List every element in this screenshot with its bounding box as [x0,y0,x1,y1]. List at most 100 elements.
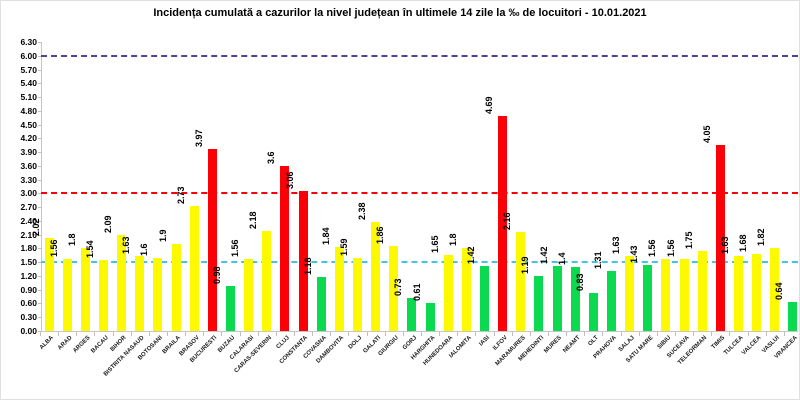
x-axis-tick-mark [112,332,114,336]
x-axis-label: BACAU [90,335,110,355]
bar-dolj [352,258,362,331]
y-axis-tick-mark [38,138,41,140]
x-axis-tick-mark [493,332,495,336]
bar-cluj [280,165,290,331]
bar-value-label: 1.56 [48,239,59,258]
x-axis-label: DOLJ [348,335,364,351]
bar-bucuresti [207,148,217,331]
bar-buzau [225,286,235,331]
x-axis-tick-mark [366,332,368,336]
x-axis-tick-mark [148,332,150,336]
reference-line-6 [41,54,798,57]
bar-mures [552,265,562,331]
bar-value-label: 0.83 [574,273,585,291]
y-axis-tick-label: 3.60 [20,160,37,171]
x-axis-tick-mark [693,332,695,336]
x-axis-tick-mark [511,332,513,336]
x-axis-tick-mark [783,332,785,336]
x-axis-tick-mark [257,332,259,336]
x-axis-tick-mark [602,332,604,336]
y-axis-tick-label: 4.20 [20,133,37,144]
x-axis-tick-mark [39,332,41,336]
chart-title: Incidența cumulată a cazurilor la nivel … [153,7,647,19]
x-axis-tick-mark [475,332,477,336]
bar-value-label: 1.19 [520,256,531,275]
y-axis-tick-label: 6.00 [20,50,37,61]
y-axis-tick-label: 1.50 [20,257,37,268]
y-axis-tick-label: 0.00 [20,326,37,336]
y-axis-tick-mark [38,289,41,291]
y-axis-tick-mark [38,165,41,167]
bar-value-label: 1.84 [320,227,331,245]
bar-suceava [679,259,689,331]
x-axis-tick-mark [566,332,568,336]
bar-value-label: 0.73 [393,277,404,296]
bar-valcea [752,253,762,331]
bar-giurgiu [389,245,399,331]
bar-salaj [625,256,635,331]
bar-value-label: 3.6 [266,151,277,164]
x-axis-tick-mark [293,332,295,336]
x-axis-tick-mark [584,332,586,336]
y-axis-tick-mark [38,331,41,332]
bar-olt [588,292,598,331]
bar-covasna [316,276,326,331]
y-axis-tick-label: 5.70 [20,64,37,75]
bar-value-label: 1.56 [647,239,658,258]
bar-value-label: 1.18 [302,257,313,275]
x-axis-tick-mark [529,332,531,336]
bar-prahova [607,270,617,331]
bar-harghita [425,303,435,331]
bar-vaslui [770,247,780,331]
bar-satu-mare [643,265,653,331]
bar-bihor [117,235,127,331]
x-axis-tick-mark [675,332,677,336]
y-axis-tick-mark [38,97,41,99]
y-axis-tick-label: 0.90 [20,284,37,295]
bar-value-label: 1.63 [611,236,622,255]
x-axis-tick-mark [185,332,187,336]
y-axis-tick-mark [38,110,41,112]
x-axis-label: TIMIS [711,335,727,351]
bar-brasov [189,205,199,331]
bar-value-label: 1.8 [66,233,77,247]
y-axis-tick-label: 5.10 [20,92,37,103]
bar-caras-severin [262,230,272,331]
y-axis-tick-label: 3.00 [20,188,37,199]
bar-value-label: 3.97 [193,129,204,147]
x-axis-tick-mark [166,332,168,336]
y-axis-tick-label: 0.30 [20,312,37,323]
bar-neamt [570,266,580,331]
y-axis-tick-mark [38,207,41,209]
x-axis-tick-mark [58,332,60,336]
x-axis-tick-mark [548,332,549,336]
y-axis-tick-mark [38,303,41,305]
x-axis-label: NEAMT [562,335,582,355]
bar-constanta [298,190,308,331]
bar-value-label: 4.05 [701,125,712,144]
reference-line-3 [41,192,798,195]
y-axis-tick-label: 0.60 [20,298,37,309]
bar-value-label: 1.8 [447,233,458,247]
bar-value-label: 2.02 [30,218,41,237]
bar-value-label: 1.82 [756,227,767,246]
y-axis-tick-label: 3.90 [20,147,37,158]
bar-hunedoara [443,255,453,331]
bar-value-label: 1.42 [538,246,549,264]
x-axis-tick-mark [711,332,713,336]
x-axis-tick-mark [94,332,96,336]
x-axis-label: MURES [543,335,564,355]
bar-value-label: 2.73 [175,186,186,204]
y-axis-tick-label: 1.80 [20,243,37,254]
bar-value-label: 0.64 [774,282,785,300]
y-axis-tick-label: 5.40 [20,78,37,89]
x-axis-tick-mark [203,332,205,336]
bar-value-label: 1.43 [629,245,640,264]
bar-value-label: 1.65 [429,235,440,254]
y-axis-tick-mark [38,55,41,57]
x-axis-tick-mark [439,332,441,336]
x-axis-label: ARAD [56,335,74,352]
bar-value-label: 1.9 [157,229,168,242]
bar-value-label: 1.4 [556,252,567,265]
